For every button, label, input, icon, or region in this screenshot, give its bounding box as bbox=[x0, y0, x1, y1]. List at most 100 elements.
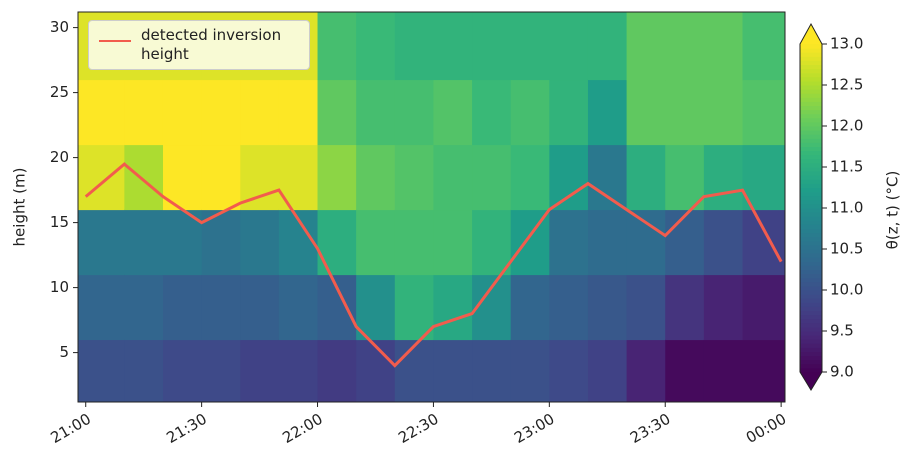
colorbar-segment bbox=[800, 257, 822, 262]
colorbar-segment bbox=[800, 167, 822, 172]
heatmap-cell bbox=[510, 339, 550, 403]
colorbar-tick-label: 11.0 bbox=[830, 199, 863, 217]
heatmap-cell bbox=[356, 274, 396, 341]
x-tick-label: 23:00 bbox=[511, 410, 557, 447]
heatmap-cell bbox=[162, 339, 203, 403]
heatmap-cell bbox=[549, 209, 589, 276]
colorbar-segment bbox=[800, 175, 822, 180]
colorbar-segment bbox=[800, 76, 822, 82]
heatmap-cell bbox=[317, 274, 357, 341]
x-tick-label: 21:30 bbox=[163, 410, 209, 447]
legend-label: detected inversion height bbox=[141, 26, 282, 63]
heatmap-cell bbox=[433, 339, 473, 403]
heatmap-cell bbox=[356, 209, 396, 276]
heatmap-cell bbox=[510, 144, 550, 211]
colorbar-extend-bottom bbox=[800, 372, 822, 390]
heatmap-cell bbox=[549, 274, 589, 341]
heatmap-cell bbox=[124, 209, 164, 276]
colorbar-segment bbox=[800, 199, 822, 205]
colorbar-segment bbox=[800, 187, 822, 193]
heatmap-cell bbox=[703, 79, 744, 146]
heatmap-cell bbox=[472, 339, 512, 403]
colorbar-segment bbox=[800, 117, 822, 123]
colorbar-segment bbox=[800, 351, 822, 357]
colorbar-segment bbox=[800, 253, 822, 258]
heatmap-cell bbox=[703, 274, 744, 341]
heatmap-cell bbox=[278, 79, 319, 146]
colorbar-segment bbox=[800, 126, 822, 131]
heatmap-cell bbox=[742, 209, 786, 276]
colorbar-segment bbox=[800, 265, 822, 270]
colorbar-segment bbox=[800, 326, 822, 332]
heatmap-cell bbox=[549, 12, 589, 81]
colorbar-segment bbox=[800, 171, 822, 176]
colorbar-segment bbox=[800, 113, 822, 119]
heatmap-cell bbox=[240, 274, 280, 341]
heatmap-cell bbox=[433, 209, 473, 276]
heatmap-cell bbox=[549, 79, 589, 146]
colorbar-segment bbox=[800, 232, 822, 238]
x-tick-label: 22:30 bbox=[395, 410, 441, 447]
colorbar-segment bbox=[800, 93, 822, 98]
heatmap-cell bbox=[278, 339, 319, 403]
heatmap-cell bbox=[201, 144, 241, 211]
heatmap-cell bbox=[587, 144, 628, 211]
colorbar-segment bbox=[800, 183, 822, 188]
colorbar-segment bbox=[800, 339, 822, 344]
heatmap-cell bbox=[510, 274, 550, 341]
colorbar-segment bbox=[800, 56, 822, 61]
colorbar-segment bbox=[800, 224, 822, 229]
heatmap-cell bbox=[240, 144, 280, 211]
heatmap-cell bbox=[665, 339, 705, 403]
colorbar-segment bbox=[800, 294, 822, 299]
heatmap-cell bbox=[433, 274, 473, 341]
colorbar-segment bbox=[800, 298, 822, 303]
heatmap-cell bbox=[742, 274, 786, 341]
x-tick-label: 22:00 bbox=[279, 410, 325, 447]
heatmap-cell bbox=[124, 339, 164, 403]
colorbar-segment bbox=[800, 367, 822, 373]
colorbar-segment bbox=[800, 343, 822, 348]
heatmap-cell bbox=[665, 12, 705, 81]
heatmap-cell bbox=[703, 339, 744, 403]
heatmap-cell bbox=[742, 144, 786, 211]
heatmap-cell bbox=[78, 209, 125, 276]
colorbar-segment bbox=[800, 236, 822, 242]
heatmap-cell bbox=[356, 144, 396, 211]
colorbar-segment bbox=[800, 285, 822, 291]
heatmap-cell bbox=[394, 79, 434, 146]
heatmap-cell bbox=[626, 144, 666, 211]
colorbar-segment bbox=[800, 72, 822, 78]
inversion-line bbox=[84, 162, 783, 368]
colorbar-segment bbox=[800, 277, 822, 283]
heatmap-cell bbox=[626, 79, 666, 146]
heatmap-cell bbox=[587, 209, 628, 276]
heatmap-cell bbox=[472, 209, 512, 276]
heatmap-cell bbox=[742, 339, 786, 403]
heatmap-cell bbox=[510, 79, 550, 146]
legend: detected inversion height bbox=[88, 20, 310, 70]
heatmap-cell bbox=[626, 12, 666, 81]
colorbar-segment bbox=[800, 89, 822, 94]
heatmap-cell bbox=[201, 339, 241, 403]
y-tick-label: 15 bbox=[50, 213, 69, 231]
heatmap-cell bbox=[201, 79, 241, 146]
heatmap-cell bbox=[626, 339, 666, 403]
colorbar-extend-top bbox=[800, 24, 822, 44]
colorbar-tick-label: 9.0 bbox=[830, 363, 854, 381]
heatmap-cell bbox=[510, 12, 550, 81]
y-tick-label: 30 bbox=[50, 18, 69, 36]
heatmap-cell bbox=[433, 12, 473, 81]
heatmap-cell bbox=[472, 12, 512, 81]
colorbar-segment bbox=[800, 134, 822, 139]
heatmap-cell bbox=[240, 339, 280, 403]
colorbar-segment bbox=[800, 208, 822, 213]
colorbar-segment bbox=[800, 158, 822, 164]
colorbar-segment bbox=[800, 335, 822, 340]
heatmap-cell bbox=[703, 209, 744, 276]
colorbar-segment bbox=[800, 331, 822, 336]
heatmap-cell bbox=[394, 144, 434, 211]
heatmap-cell bbox=[317, 79, 357, 146]
colorbar-label: θ(z, t) (°C) bbox=[884, 171, 902, 250]
heatmap-cell bbox=[472, 79, 512, 146]
